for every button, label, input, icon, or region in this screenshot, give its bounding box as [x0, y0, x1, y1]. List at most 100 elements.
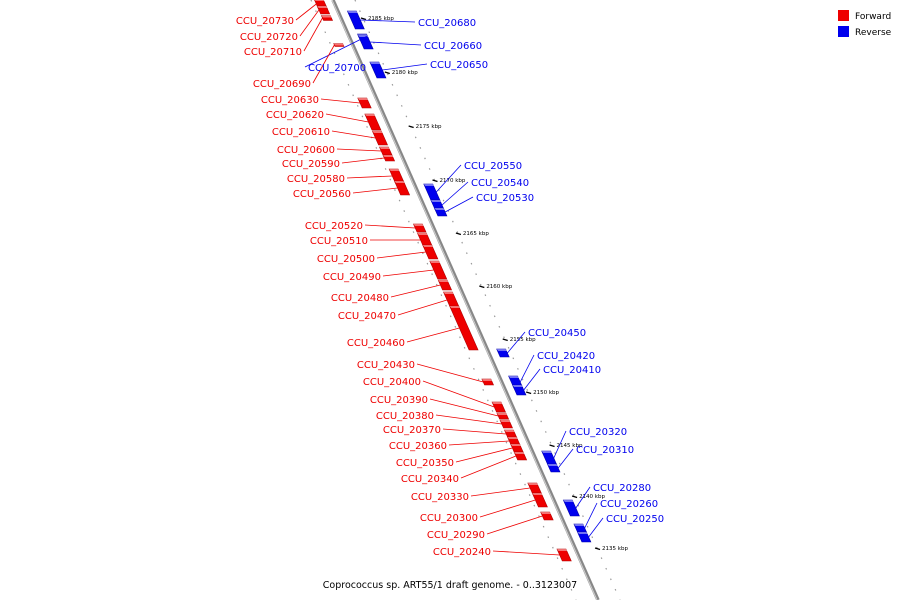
gene-label[interactable]: CCU_20720 — [240, 32, 298, 43]
gene-block-ccu-20560[interactable] — [393, 180, 411, 196]
gene-block-ccu-20610[interactable] — [371, 130, 389, 146]
gene-label[interactable]: CCU_20330 — [411, 492, 469, 503]
gene-block-ccu-20300[interactable] — [531, 492, 548, 508]
gene-block-highlight — [492, 402, 503, 404]
gene-block-ccu-20490[interactable] — [429, 260, 448, 280]
gene-block-ccu-20290[interactable] — [540, 511, 554, 521]
gene-label[interactable]: CCU_20470 — [338, 311, 396, 322]
gene-leader — [584, 502, 598, 529]
gene-label[interactable]: CCU_20260 — [600, 499, 658, 510]
tick-mark — [549, 444, 555, 448]
gene-leader — [295, 3, 317, 21]
gene-block-ccu-20680[interactable] — [346, 10, 365, 30]
gene-block-ccu-20450[interactable] — [496, 348, 510, 358]
gene-block-highlight — [321, 15, 332, 18]
gene-label[interactable]: CCU_20250 — [606, 514, 664, 525]
gene-label[interactable]: CCU_20650 — [430, 60, 488, 71]
gene-leader — [492, 550, 560, 556]
gene-label[interactable]: CCU_20480 — [331, 293, 389, 304]
gene-label[interactable]: CCU_20310 — [576, 445, 634, 456]
gene-label[interactable]: CCU_20520 — [305, 221, 363, 232]
gene-block-ccu-20250[interactable] — [577, 531, 592, 543]
backbone-line — [331, 0, 600, 600]
gene-leader — [460, 455, 517, 479]
gene-block-highlight — [541, 451, 553, 453]
tick-label: 2135 kbp — [602, 546, 628, 552]
gene-label[interactable]: CCU_20400 — [363, 377, 421, 388]
gene-label[interactable]: CCU_20600 — [277, 145, 335, 156]
gene-label[interactable]: CCU_20450 — [528, 328, 586, 339]
gene-label[interactable]: CCU_20590 — [282, 159, 340, 170]
gene-block-ccu-20710[interactable] — [320, 15, 334, 21]
gene-label[interactable]: CCU_20420 — [537, 351, 595, 362]
tick-label: 2165 kbp — [463, 231, 489, 237]
tick-label: 2155 kbp — [510, 337, 536, 343]
gene-block-ccu-20340[interactable] — [513, 451, 528, 461]
gene-block-ccu-20380[interactable] — [499, 419, 513, 429]
gene-block-highlight — [438, 280, 449, 282]
gene-block-ccu-20460[interactable] — [449, 305, 479, 351]
gene-block-ccu-20480[interactable] — [437, 279, 453, 291]
gene-block-ccu-20410[interactable] — [512, 384, 527, 396]
gene-label[interactable]: CCU_20560 — [293, 189, 351, 200]
gene-block-ccu-20590[interactable] — [382, 154, 396, 162]
gene-block-ccu-20280[interactable] — [562, 499, 580, 517]
gene-block-highlight — [540, 512, 552, 514]
gene-label[interactable]: CCU_20610 — [272, 127, 330, 138]
gene-block-ccu-20430[interactable] — [481, 378, 495, 386]
gene-block-highlight — [573, 524, 585, 526]
gene-label[interactable]: CCU_20550 — [464, 161, 522, 172]
gene-block-ccu-20390[interactable] — [496, 412, 510, 420]
gene-label[interactable]: CCU_20360 — [389, 441, 447, 452]
gene-label[interactable]: CCU_20380 — [376, 411, 434, 422]
gene-block-highlight — [563, 500, 574, 502]
gene-label[interactable]: CCU_20410 — [543, 365, 601, 376]
gene-label[interactable]: CCU_20630 — [261, 95, 319, 106]
gene-block-ccu-20400[interactable] — [491, 401, 506, 413]
gene-block-ccu-20720[interactable] — [316, 5, 331, 15]
gene-leader — [455, 447, 513, 463]
gene-label[interactable]: CCU_20290 — [427, 530, 485, 541]
gene-label[interactable]: CCU_20280 — [593, 483, 651, 494]
gene-label[interactable]: CCU_20460 — [347, 338, 405, 349]
gene-label[interactable]: CCU_20680 — [418, 18, 476, 29]
gene-label[interactable]: CCU_20320 — [569, 427, 627, 438]
gene-label[interactable]: CCU_20660 — [424, 41, 482, 52]
gene-label[interactable]: CCU_20390 — [370, 395, 428, 406]
gene-label[interactable]: CCU_20500 — [317, 254, 375, 265]
gene-block-highlight — [372, 131, 383, 133]
gene-block-highlight — [577, 532, 588, 534]
gene-block-ccu-20240[interactable] — [556, 548, 572, 562]
gene-label[interactable]: CCU_20300 — [420, 513, 478, 524]
gene-label[interactable]: CCU_20690 — [253, 79, 311, 90]
gene-leader — [575, 486, 591, 509]
gene-label[interactable]: CCU_20730 — [236, 16, 294, 27]
gene-label[interactable]: CCU_20510 — [310, 236, 368, 247]
gene-block-ccu-20500[interactable] — [422, 244, 439, 260]
gene-block-ccu-20520[interactable] — [412, 223, 427, 233]
gene-label[interactable]: CCU_20710 — [244, 47, 302, 58]
gene-label[interactable]: CCU_20580 — [287, 174, 345, 185]
gene-block-ccu-20650[interactable] — [369, 61, 387, 79]
gene-block-ccu-20530[interactable] — [433, 207, 448, 217]
gene-label[interactable]: CCU_20340 — [401, 474, 459, 485]
gene-block-ccu-20620[interactable] — [364, 113, 382, 131]
gene-block-ccu-20690[interactable] — [333, 43, 345, 47]
gene-label[interactable]: CCU_20240 — [433, 547, 491, 558]
gene-label[interactable]: CCU_20350 — [396, 458, 454, 469]
gene-label[interactable]: CCU_20430 — [357, 360, 415, 371]
gene-leader — [523, 368, 541, 391]
gene-label[interactable]: CCU_20620 — [266, 110, 324, 121]
gene-label[interactable]: CCU_20540 — [471, 178, 529, 189]
gene-block-ccu-20630[interactable] — [357, 97, 372, 109]
gene-block-ccu-20550[interactable] — [423, 183, 441, 201]
tick-mark — [502, 338, 508, 342]
gene-block-ccu-20310[interactable] — [546, 463, 561, 473]
tick-label: 2140 kbp — [579, 494, 605, 500]
gene-label[interactable]: CCU_20490 — [323, 272, 381, 283]
gene-label[interactable]: CCU_20370 — [383, 425, 441, 436]
gene-block-highlight — [317, 6, 328, 8]
gene-label[interactable]: CCU_20700 — [308, 63, 366, 74]
gene-leader — [436, 164, 462, 193]
gene-label[interactable]: CCU_20530 — [476, 193, 534, 204]
